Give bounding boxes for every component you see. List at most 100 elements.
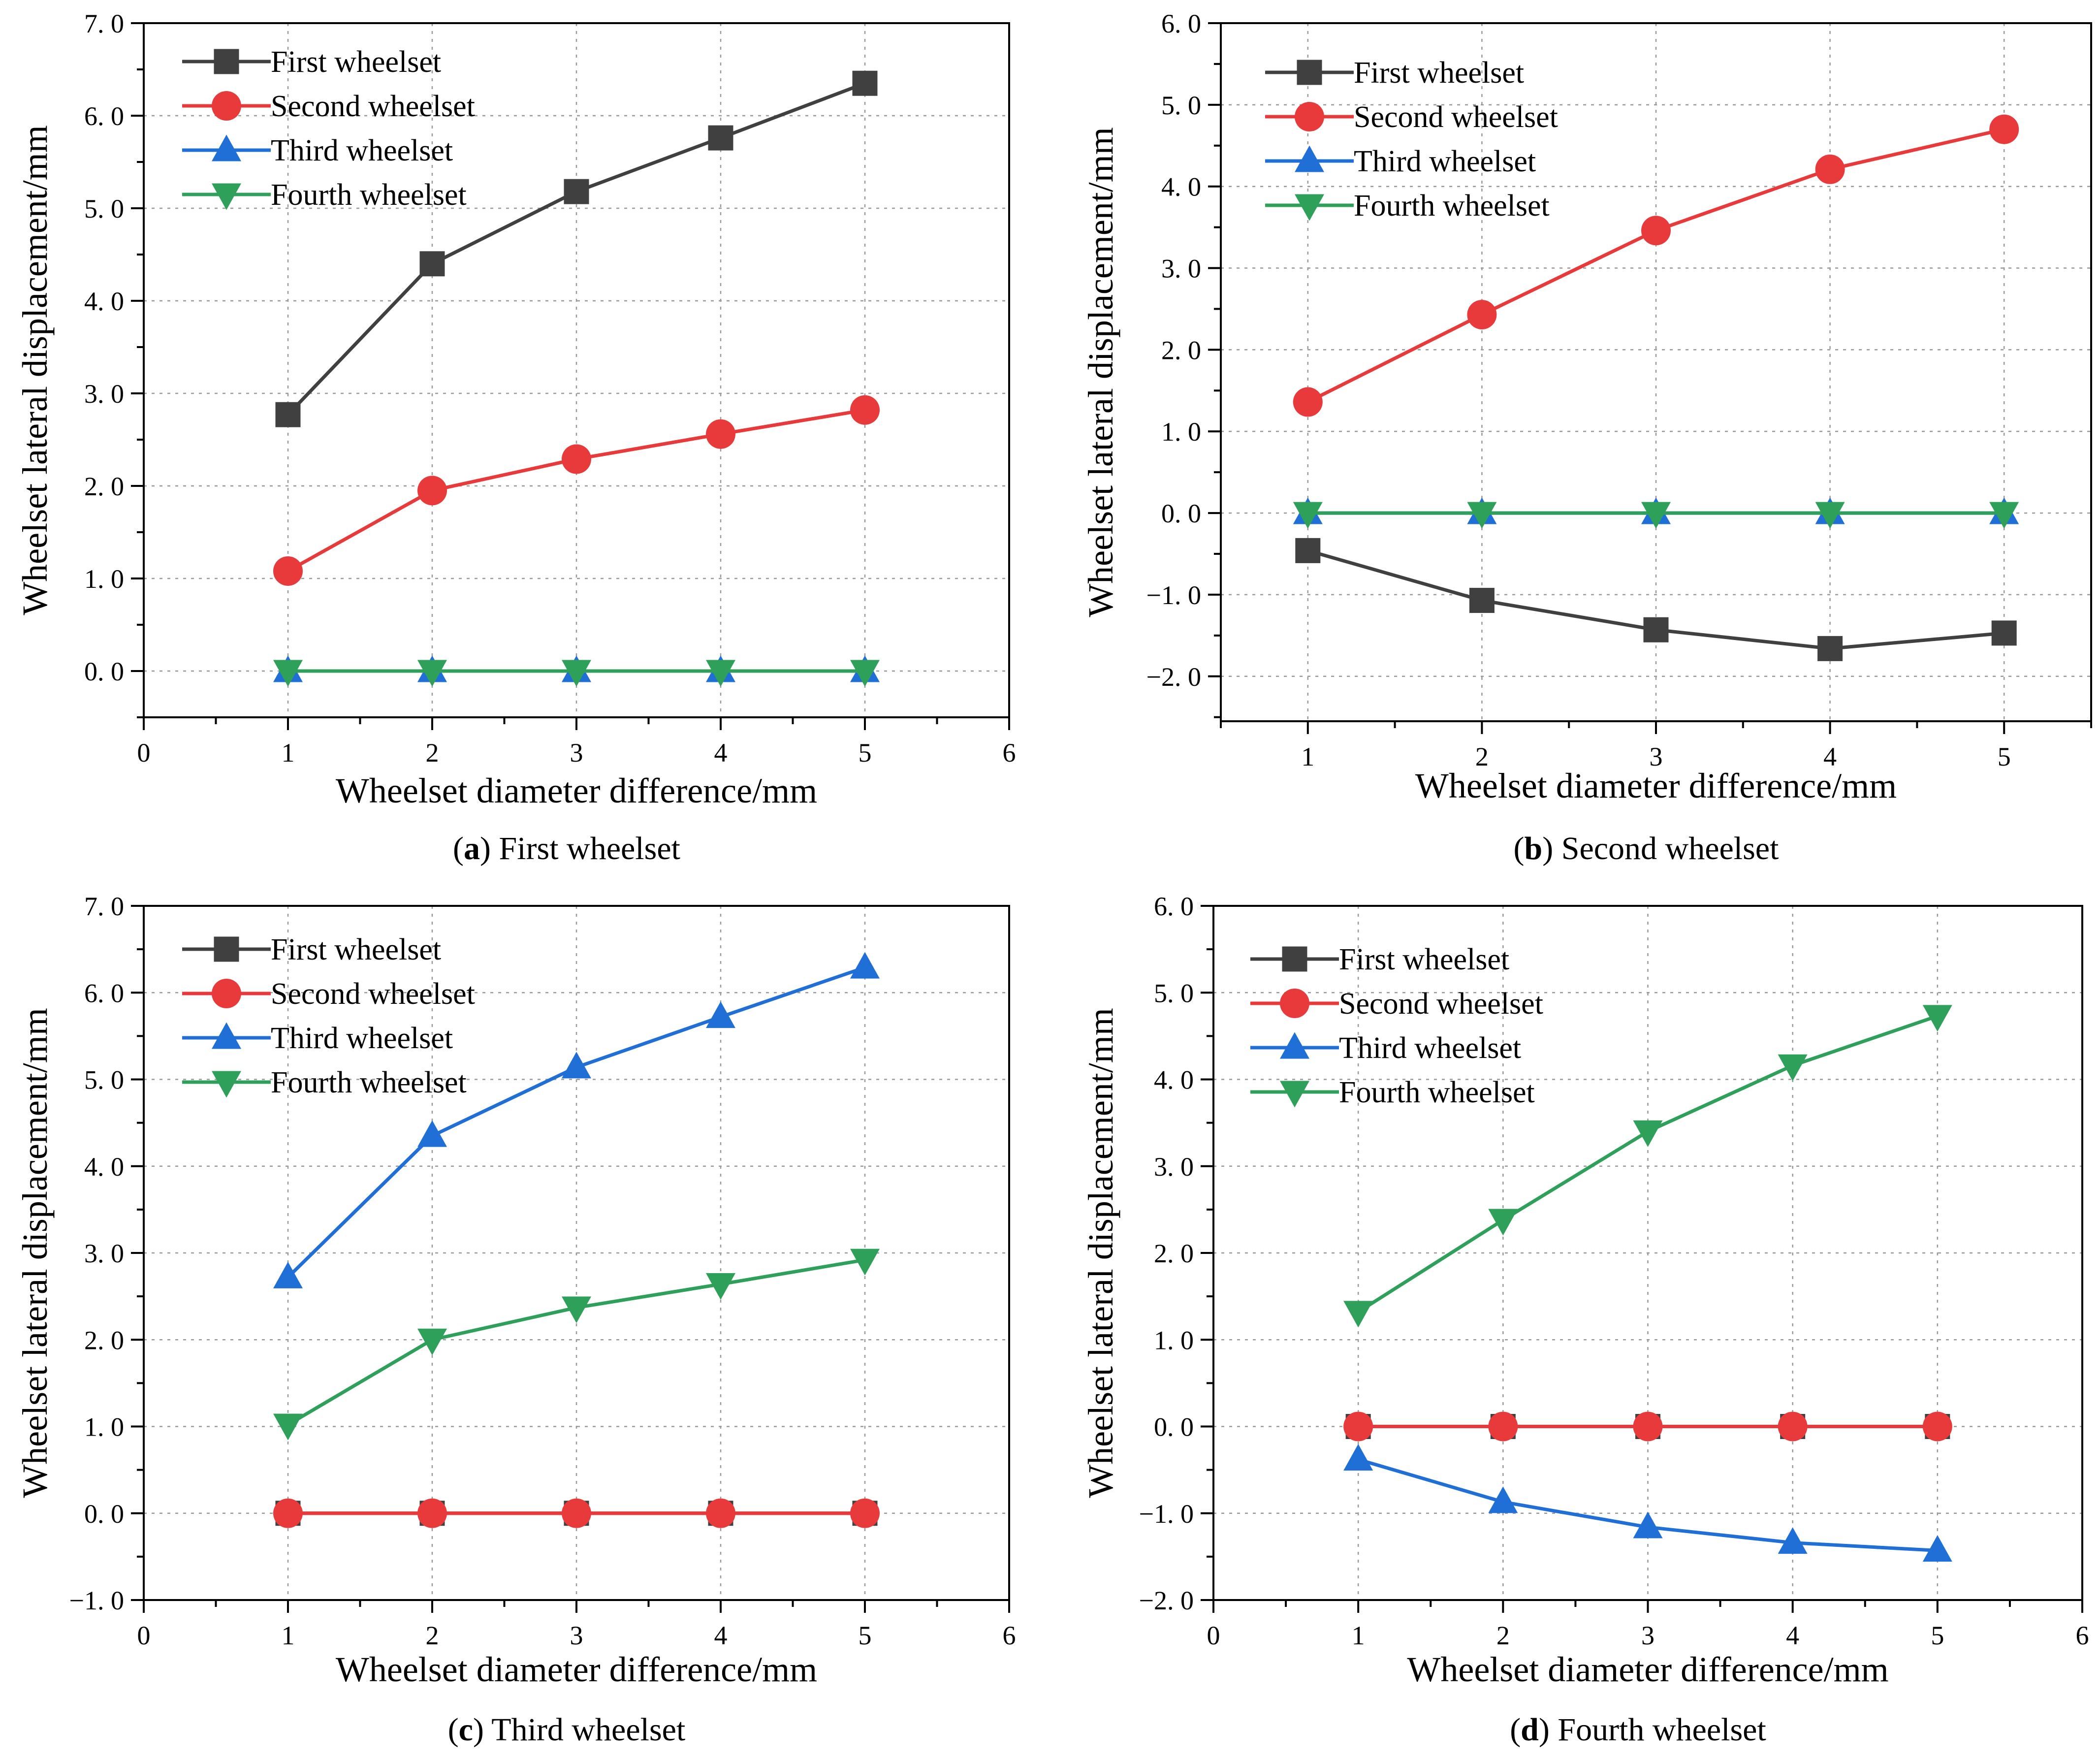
y-tick-label: −1. 0 — [1146, 580, 1201, 610]
x-tick-label: 1 — [282, 738, 295, 768]
x-tick-label: 1 — [282, 1621, 295, 1650]
x-axis-title: Wheelset diameter difference/mm — [1407, 1650, 1888, 1689]
data-point — [1633, 1511, 1663, 1538]
data-point — [273, 1498, 303, 1528]
y-tick-label: −2. 0 — [1139, 1586, 1194, 1615]
legend-marker — [1280, 1081, 1309, 1108]
data-point — [1922, 1411, 1952, 1442]
data-point — [273, 1261, 303, 1288]
y-axis-title: Wheelset lateral displacement/mm — [1081, 1008, 1120, 1498]
legend-marker — [1295, 102, 1324, 131]
y-tick-label: 6. 0 — [1161, 9, 1201, 38]
series-first-wheelset — [275, 70, 878, 427]
data-point — [852, 70, 878, 96]
data-point — [1467, 300, 1497, 330]
data-point — [1633, 1411, 1663, 1442]
panel-caption: (d) Fourth wheelset — [1510, 1712, 1766, 1748]
series-second-wheelset — [273, 1498, 880, 1528]
y-tick-label: 5. 0 — [1161, 91, 1201, 120]
x-tick-label: 5 — [1931, 1621, 1944, 1650]
data-point — [850, 660, 880, 687]
legend-marker — [214, 936, 239, 962]
data-point — [1643, 617, 1669, 642]
data-point — [1815, 154, 1845, 184]
data-point — [1343, 1443, 1373, 1471]
y-tick-label: 2. 0 — [1161, 335, 1201, 365]
series-second-wheelset — [1343, 1411, 1952, 1442]
data-point — [1293, 502, 1323, 529]
data-point — [564, 179, 589, 204]
legend-marker — [1282, 946, 1307, 972]
data-point — [706, 1498, 735, 1528]
data-point — [1488, 1486, 1518, 1513]
data-point — [417, 1120, 447, 1147]
caption-letter: b — [1525, 831, 1543, 866]
y-tick-label: 4. 0 — [1161, 172, 1201, 202]
legend-entry: Third wheelset — [271, 1022, 453, 1055]
data-point — [1817, 636, 1843, 661]
y-tick-label: 2. 0 — [1154, 1239, 1194, 1268]
legend: First wheelset Second wheelset Third wheel… — [1265, 56, 1558, 223]
y-tick-label: 6. 0 — [1154, 892, 1194, 921]
x-tick-label: 4 — [714, 1621, 728, 1650]
x-tick-label: 0 — [1207, 1621, 1220, 1650]
data-point — [706, 660, 735, 687]
data-point — [706, 419, 735, 449]
y-tick-label: 4. 0 — [1154, 1065, 1194, 1095]
panel-caption: (a) First wheelset — [453, 831, 680, 866]
data-point — [562, 1296, 591, 1323]
data-point — [1343, 1411, 1373, 1442]
data-point — [419, 251, 445, 277]
y-tick-label: 0. 0 — [84, 1499, 124, 1529]
x-tick-label: 1 — [1301, 742, 1314, 771]
x-tick-label: 3 — [1650, 742, 1663, 771]
x-tick-label: 5 — [859, 1621, 872, 1650]
y-tick-label: 1. 0 — [1161, 417, 1201, 447]
x-axis-title: Wheelset diameter difference/mm — [1415, 766, 1897, 805]
legend-entry: Second wheelset — [1339, 987, 1543, 1021]
data-point — [1778, 1527, 1808, 1554]
data-point — [1343, 1301, 1373, 1328]
series-second-wheelset — [1293, 114, 2019, 417]
x-tick-label: 0 — [137, 1621, 151, 1650]
series-line — [286, 81, 866, 416]
x-tick-label: 3 — [570, 738, 583, 768]
data-point — [850, 1249, 880, 1276]
x-tick-label: 1 — [1352, 1621, 1365, 1650]
data-point — [1778, 1411, 1808, 1442]
x-axis-title: Wheelset diameter difference/mm — [336, 1650, 817, 1689]
y-tick-label: 3. 0 — [1154, 1152, 1194, 1182]
y-tick-label: 0. 0 — [1161, 499, 1201, 528]
y-tick-label: 3. 0 — [84, 379, 124, 409]
data-point — [417, 1328, 447, 1355]
x-tick-label: 4 — [1786, 1621, 1799, 1650]
data-point — [708, 125, 733, 151]
series-third-wheelset — [1343, 1443, 1952, 1562]
chart-panel-d: 0 1 2 3 4 5 6 −2. 0 −1. 0 0. 0 1. 0 2. 0 3. 0 4. 0 5. … — [1081, 892, 2089, 1748]
data-point — [1641, 216, 1671, 246]
caption-text: Third wheelset — [491, 1712, 685, 1748]
data-point — [1922, 1005, 1952, 1032]
data-point — [417, 476, 447, 506]
y-tick-label: 4. 0 — [84, 287, 124, 316]
legend-entry: First wheelset — [1339, 943, 1509, 976]
data-point — [1293, 387, 1323, 417]
caption-text: First wheelset — [499, 831, 680, 866]
y-tick-label: 1. 0 — [84, 1412, 124, 1442]
legend-entry: Third wheelset — [1339, 1031, 1521, 1065]
legend-entry: Fourth wheelset — [271, 178, 467, 212]
legend-entry: Third wheelset — [271, 134, 453, 167]
y-tick-label: 4. 0 — [84, 1152, 124, 1182]
data-point — [417, 1498, 447, 1528]
chart-panel-c: 0 1 2 3 4 5 6 −1. 0 0. 0 1. 0 2. 0 3. 0 4. 0 5. 0 6. 0… — [15, 892, 1016, 1748]
data-point — [562, 1498, 591, 1528]
data-point — [1641, 502, 1671, 529]
data-point — [1991, 620, 2017, 646]
x-tick-label: 2 — [426, 1621, 439, 1650]
legend-marker — [212, 134, 241, 161]
legend-marker — [1280, 989, 1309, 1018]
caption-letter: d — [1521, 1712, 1539, 1748]
legend-marker — [212, 1071, 241, 1098]
series-third-wheelset — [273, 952, 880, 1288]
